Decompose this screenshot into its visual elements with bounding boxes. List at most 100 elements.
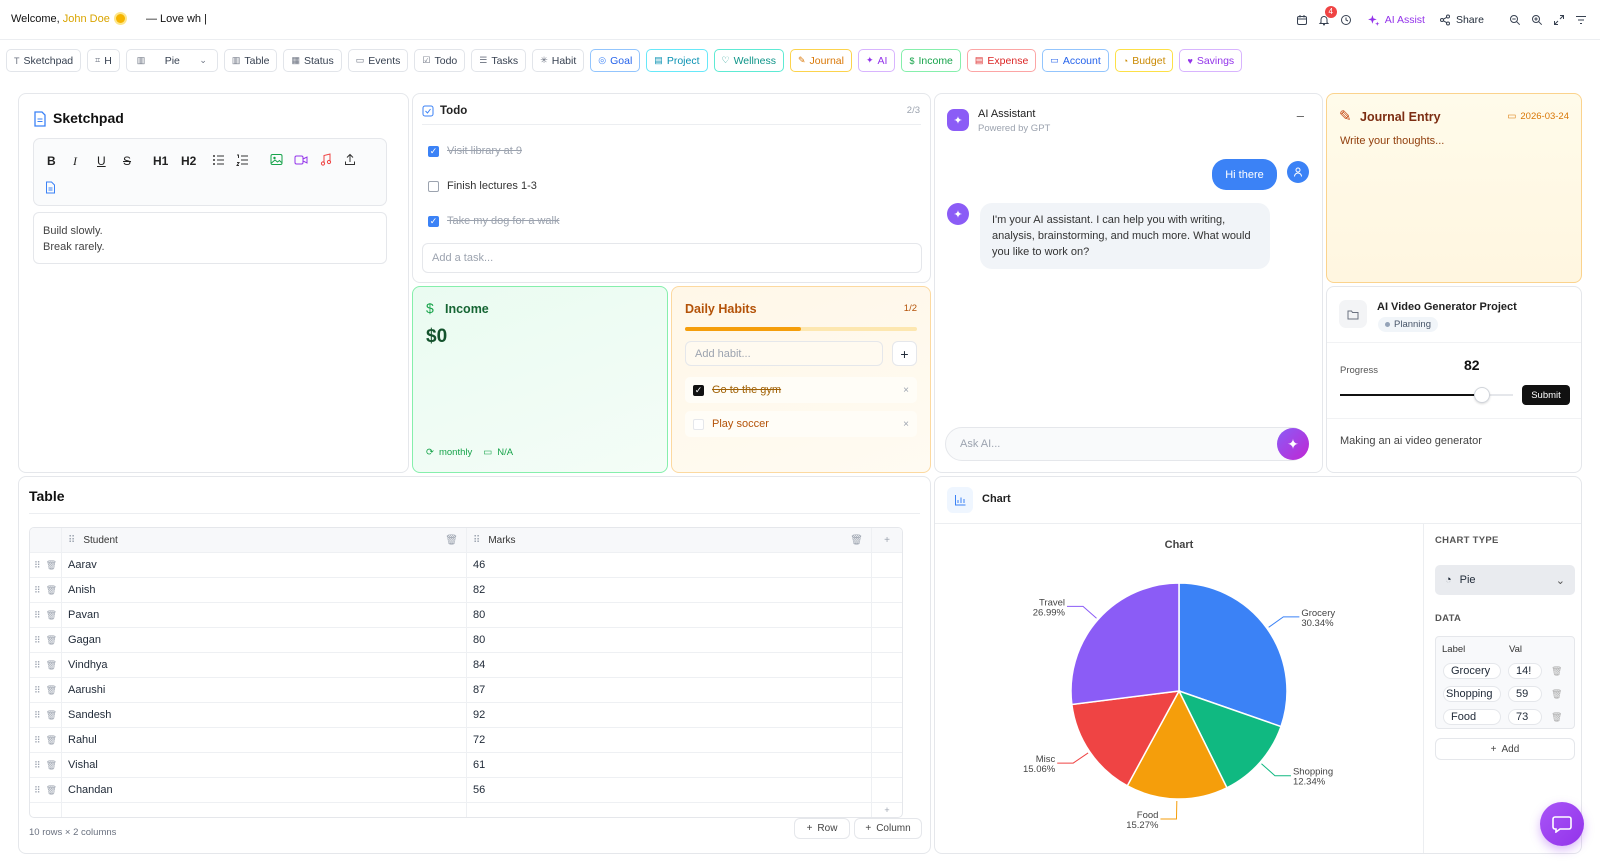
toolbar-income[interactable]: $ Income: [901, 49, 961, 72]
add-row-icon[interactable]: +: [884, 805, 890, 815]
habit-item[interactable]: ✓ Go to the gym ×: [685, 377, 917, 403]
trash-icon[interactable]: 🗑: [1551, 665, 1563, 676]
table-cell[interactable]: Gagan: [62, 628, 467, 652]
filter-icon[interactable]: [1570, 9, 1592, 31]
tagline[interactable]: — Love wh |: [146, 13, 207, 25]
table-cell[interactable]: 87: [467, 678, 872, 702]
trash-icon[interactable]: 🗑: [45, 634, 58, 645]
history-icon[interactable]: [1335, 9, 1357, 31]
video-icon[interactable]: [294, 154, 308, 166]
table-cell[interactable]: Vishal: [62, 753, 467, 777]
table-cell[interactable]: 46: [467, 553, 872, 577]
drag-handle-icon[interactable]: ⠿: [473, 534, 481, 546]
table-cell[interactable]: Pavan: [62, 603, 467, 627]
table-cell[interactable]: Aarushi: [62, 678, 467, 702]
checkbox[interactable]: [693, 418, 704, 430]
toolbar-table[interactable]: ▥ Table: [223, 49, 278, 72]
table-cell[interactable]: 80: [467, 603, 872, 627]
column-header-student[interactable]: ⠿ Student 🗑: [62, 528, 467, 552]
label-input[interactable]: Shopping: [1443, 686, 1501, 702]
bullet-list-icon[interactable]: [212, 154, 225, 166]
journal-input[interactable]: Write your thoughts...: [1340, 135, 1445, 147]
add-column-button[interactable]: + Column: [854, 818, 922, 839]
pie-slice-food[interactable]: [1126, 689, 1228, 800]
todo-item[interactable]: Finish lectures 1-3: [428, 180, 537, 192]
chart-type-select[interactable]: ◔ Pie ⌄: [1435, 565, 1575, 595]
trash-icon[interactable]: 🗑: [45, 559, 58, 570]
label-input[interactable]: Food: [1443, 709, 1501, 725]
trash-icon[interactable]: 🗑: [45, 659, 58, 670]
zoom-in-icon[interactable]: [1526, 9, 1548, 31]
trash-icon[interactable]: 🗑: [1551, 688, 1563, 699]
todo-item[interactable]: ✓ Visit library at 9: [428, 145, 522, 157]
music-icon[interactable]: [320, 153, 332, 166]
ask-ai-input[interactable]: Ask AI...: [945, 427, 1308, 461]
share-button[interactable]: Share: [1439, 14, 1484, 26]
checkbox[interactable]: [428, 180, 439, 192]
add-habit-input[interactable]: Add habit...: [685, 341, 883, 366]
toolbar-ai[interactable]: ✦ AI: [857, 49, 896, 72]
close-icon[interactable]: ×: [903, 418, 909, 430]
toolbar-journal[interactable]: ✎ Journal: [789, 49, 852, 72]
italic-button[interactable]: I: [73, 154, 77, 168]
table-cell[interactable]: Vindhya: [62, 653, 467, 677]
toolbar-heading[interactable]: ⌗ H: [87, 49, 120, 72]
send-ai-button[interactable]: ✦: [1277, 428, 1309, 460]
habit-item[interactable]: Play soccer ×: [685, 411, 917, 437]
bell-icon[interactable]: 4: [1313, 6, 1337, 31]
toolbar-status[interactable]: ▦ Status: [283, 49, 342, 72]
drag-handle-icon[interactable]: ⠿: [33, 584, 41, 595]
drag-handle-icon[interactable]: ⠿: [33, 734, 41, 745]
upload-icon[interactable]: [344, 153, 356, 166]
sketchpad-editor[interactable]: Build slowly. Break rarely.: [33, 212, 387, 264]
toolbar-tasks[interactable]: ☰ Tasks: [471, 49, 527, 72]
h2-button[interactable]: H2: [181, 154, 197, 168]
table-cell[interactable]: 80: [467, 628, 872, 652]
slider-thumb[interactable]: [1473, 387, 1490, 403]
table-cell[interactable]: 92: [467, 703, 872, 727]
label-input[interactable]: Grocery: [1443, 663, 1501, 679]
chat-fab[interactable]: [1540, 802, 1584, 846]
column-header-marks[interactable]: ⠿ Marks 🗑: [467, 528, 872, 552]
expand-icon[interactable]: [1548, 9, 1570, 31]
trash-icon[interactable]: 🗑: [45, 584, 58, 595]
value-input[interactable]: 73: [1508, 709, 1542, 725]
toolbar-events[interactable]: ▭ Events: [347, 49, 409, 72]
zoom-out-icon[interactable]: [1504, 9, 1526, 31]
add-data-button[interactable]: + Add: [1435, 738, 1575, 760]
drag-handle-icon[interactable]: ⠿: [33, 634, 41, 645]
drag-handle-icon[interactable]: ⠿: [33, 709, 41, 720]
table-cell[interactable]: Sandesh: [62, 703, 467, 727]
h1-button[interactable]: H1: [153, 154, 169, 168]
pie-slice-misc[interactable]: [1071, 690, 1181, 787]
checkbox[interactable]: ✓: [428, 215, 439, 227]
pie-slice-grocery[interactable]: [1178, 582, 1288, 728]
trash-icon[interactable]: 🗑: [45, 609, 58, 620]
numbered-list-icon[interactable]: [236, 154, 249, 166]
trash-icon[interactable]: 🗑: [1551, 711, 1563, 722]
toolbar-sketchpad[interactable]: T Sketchpad: [6, 49, 82, 72]
table-cell[interactable]: 56: [467, 778, 872, 802]
trash-icon[interactable]: 🗑: [45, 734, 58, 745]
project-description[interactable]: Making an ai video generator: [1340, 435, 1482, 447]
pie-slice-shopping[interactable]: [1177, 689, 1282, 789]
ai-assist-button[interactable]: AI Assist: [1367, 14, 1425, 27]
checkbox[interactable]: ✓: [428, 145, 439, 157]
table-cell[interactable]: 84: [467, 653, 872, 677]
table-cell[interactable]: 82: [467, 578, 872, 602]
image-icon[interactable]: [270, 153, 283, 166]
table-cell[interactable]: 72: [467, 728, 872, 752]
drag-handle-icon[interactable]: ⠿: [33, 659, 41, 670]
table-cell[interactable]: Aarav: [62, 553, 467, 577]
minimize-icon[interactable]: –: [1296, 108, 1304, 123]
trash-icon[interactable]: 🗑: [445, 534, 458, 546]
value-input[interactable]: 14!: [1508, 663, 1542, 679]
trash-icon[interactable]: 🗑: [45, 759, 58, 770]
progress-slider[interactable]: [1340, 387, 1513, 403]
drag-handle-icon[interactable]: ⠿: [33, 784, 41, 795]
close-icon[interactable]: ×: [903, 384, 909, 396]
toolbar-expense[interactable]: ▤ Expense: [966, 49, 1037, 72]
strikethrough-button[interactable]: S: [123, 154, 132, 168]
trash-icon[interactable]: 🗑: [45, 784, 58, 795]
toolbar-savings[interactable]: ♥ Savings: [1179, 49, 1243, 72]
